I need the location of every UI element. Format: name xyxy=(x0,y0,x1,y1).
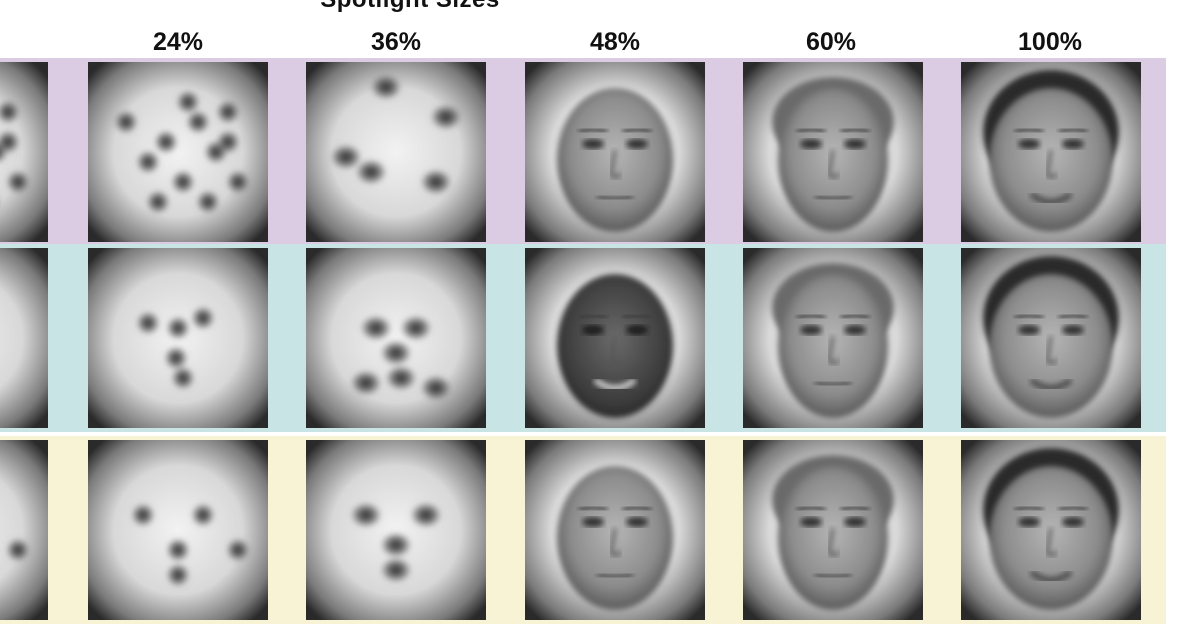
face-image-r2-24 xyxy=(88,248,268,428)
column-label-24: 24% xyxy=(152,28,204,56)
face-image-r2-48 xyxy=(525,248,705,428)
face-image-r3-100 xyxy=(961,440,1141,620)
face-image-r3-60 xyxy=(743,440,923,620)
column-label-60: 60% xyxy=(805,28,857,56)
column-label-100: 100% xyxy=(1018,28,1082,56)
partial-face-image xyxy=(0,440,48,620)
column-label-48: 48% xyxy=(589,28,641,56)
column-label-36: 36% xyxy=(370,28,422,56)
figure-title: Spotlight Sizes xyxy=(260,0,560,14)
face-image-r2-60 xyxy=(743,248,923,428)
face-image-r3-24 xyxy=(88,440,268,620)
face-image-r1-24 xyxy=(88,62,268,242)
face-image-r2-36 xyxy=(306,248,486,428)
partial-face-image xyxy=(0,248,48,428)
face-image-r1-100 xyxy=(961,62,1141,242)
face-image-r1-48 xyxy=(525,62,705,242)
face-image-r3-36 xyxy=(306,440,486,620)
face-image-r3-48 xyxy=(525,440,705,620)
face-image-r1-36 xyxy=(306,62,486,242)
face-image-r2-100 xyxy=(961,248,1141,428)
partial-face-image xyxy=(0,62,48,242)
face-image-r1-60 xyxy=(743,62,923,242)
